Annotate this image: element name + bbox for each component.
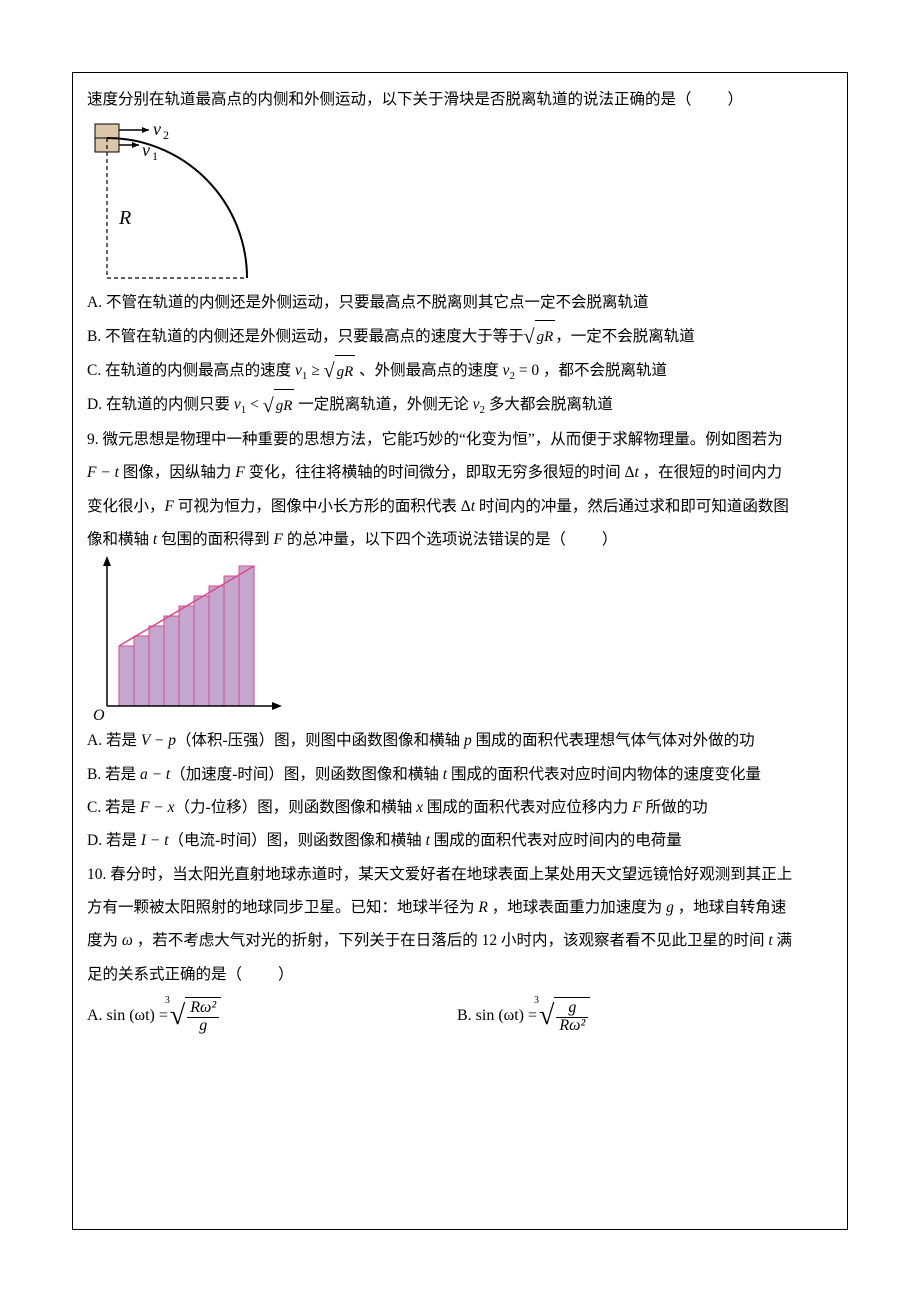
q9-line2: F − t 图像，因纵轴力 F 变化，往往将横轴的时间微分，即取无穷多很短的时间… [87,456,833,489]
q8-optD: D. 在轨道的内侧只要 v1 < √gR 一定脱离轨道，外侧无论 v2 多大都会… [87,388,833,423]
q9-optA: A. 若是 V − p（体积-压强）图，则图中函数图像和横轴 p 围成的面积代表… [87,724,833,757]
intro-text: 速度分别在轨道最高点的内侧和外侧运动，以下关于滑块是否脱离轨道的说法正确的是（ [87,91,692,108]
svg-text:v: v [153,119,161,139]
q10-line3: 度为 ω ，若不考虑大气对光的折射，下列关于在日落后的 12 小时内，该观察者看… [87,924,833,957]
q8-optC: C. 在轨道的内侧最高点的速度 v1 ≥ √gR 、外侧最高点的速度 v2 = … [87,354,833,389]
q9-line3: 变化很小，F 可视为恒力，图像中小长方形的面积代表 Δt 时间内的冲量，然后通过… [87,490,833,523]
q8-intro: 速度分别在轨道最高点的内侧和外侧运动，以下关于滑块是否脱离轨道的说法正确的是（ ） [87,83,833,116]
svg-text:O: O [93,707,105,724]
q9-optB: B. 若是 a − t（加速度-时间）图，则函数图像和横轴 t 围成的面积代表对… [87,758,833,791]
svg-text:2: 2 [163,128,169,142]
cuberoot-icon: 3√ Rω²g [170,997,221,1035]
svg-text:1: 1 [152,149,158,163]
q8-optA: A. 不管在轨道的内侧还是外侧运动，只要最高点不脱离则其它点一定不会脱离轨道 [87,286,833,319]
q9-line4: 像和横轴 t 包围的面积得到 F 的总冲量，以下四个选项说法错误的是（） [87,523,833,556]
q10-optA: A. sin (ωt) = 3√ Rω²g [87,997,457,1035]
q9-line1: 9. 微元思想是物理中一种重要的思想方法，它能巧妙的“化变为恒”，从而便于求解物… [87,423,833,456]
q10-line2: 方有一颗被太阳照射的地球同步卫星。已知：地球半径为 R ，地球表面重力加速度为 … [87,891,833,924]
svg-text:R: R [118,207,131,229]
q10-line4: 足的关系式正确的是（） [87,958,833,991]
riemann-chart: O [87,556,287,724]
sqrt-icon: √gR [524,320,556,353]
cuberoot-icon: 3√ gRω² [539,997,590,1035]
page-frame: 速度分别在轨道最高点的内侧和外侧运动，以下关于滑块是否脱离轨道的说法正确的是（ ）… [72,72,848,1230]
q9-optD: D. 若是 I − t（电流-时间）图，则函数图像和横轴 t 围成的面积代表对应… [87,824,833,857]
track-diagram: v 2 v 1 R [87,116,267,286]
q8-optB: B. 不管在轨道的内侧还是外侧运动，只要最高点的速度大于等于√gR，一定不会脱离… [87,320,833,354]
sqrt-icon: √gR [263,389,295,422]
intro-close: ） [728,91,744,108]
sqrt-icon: √gR [324,355,356,388]
q10-line1: 10. 春分时，当太阳光直射地球赤道时，某天文爱好者在地球表面上某处用天文望远镜… [87,858,833,891]
q9-optC: C. 若是 F − x（力-位移）图，则函数图像和横轴 x 围成的面积代表对应位… [87,791,833,824]
q10-optB: B. sin (ωt) = 3√ gRω² [457,997,590,1035]
q10-options-row: A. sin (ωt) = 3√ Rω²g B. sin (ωt) = 3√ g… [87,997,833,1035]
